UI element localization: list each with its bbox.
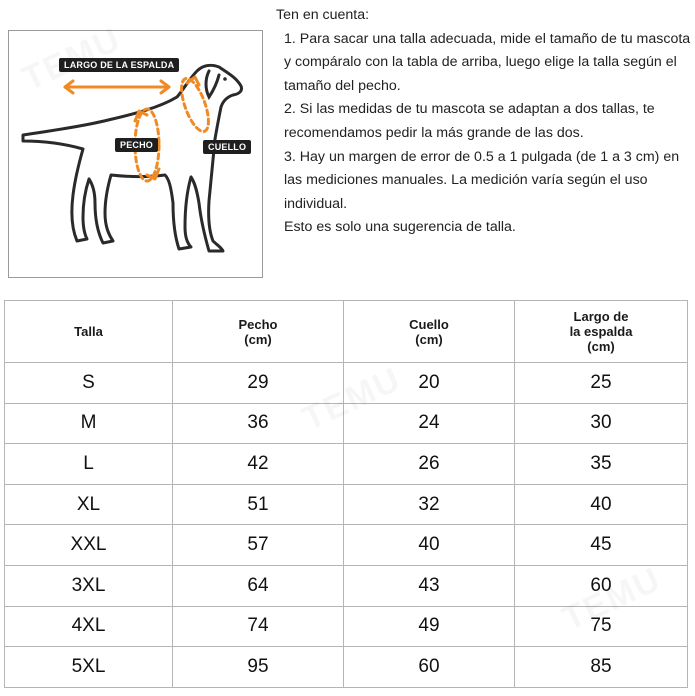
note-item-1: 1. Para sacar una talla adecuada, mide e… (284, 30, 691, 94)
cell-back-length: 85 (514, 646, 688, 688)
cell-size: 5XL (4, 646, 173, 688)
table-header-row: Talla Pecho (cm) Cuello (cm) Largo de la… (4, 300, 688, 363)
cell-neck: 26 (343, 443, 515, 485)
cell-neck: 24 (343, 402, 515, 445)
cell-size: 4XL (4, 605, 173, 648)
cell-chest: 95 (172, 646, 344, 688)
dog-measurement-diagram: LARGO DE LA ESPALDA PECHO CUELLO (8, 30, 263, 278)
back-length-label: LARGO DE LA ESPALDA (59, 58, 180, 72)
table-row: L 42 26 35 (4, 443, 688, 485)
cell-neck: 60 (343, 646, 515, 688)
table-row: 3XL 64 43 60 (4, 564, 688, 607)
table-row: 4XL 74 49 75 (4, 605, 688, 648)
instructions-section: LARGO DE LA ESPALDA PECHO CUELLO Ten en … (0, 0, 695, 300)
cell-back-length: 60 (514, 564, 688, 607)
cell-size: S (4, 362, 173, 404)
cell-back-length: 75 (514, 605, 688, 648)
cell-chest: 29 (172, 362, 344, 404)
header-size: Talla (4, 300, 173, 363)
cell-neck: 40 (343, 524, 515, 566)
cell-neck: 20 (343, 362, 515, 404)
note-item-2: 2. Si las medidas de tu mascota se adapt… (284, 101, 655, 141)
cell-back-length: 35 (514, 443, 688, 485)
cell-chest: 36 (172, 402, 344, 445)
cell-chest: 51 (172, 483, 344, 526)
table-row: 5XL 95 60 85 (4, 646, 688, 688)
notes-heading: Ten en cuenta: (276, 7, 370, 23)
notes-block: Ten en cuenta: 1. Para sacar una talla a… (276, 4, 692, 240)
header-neck: Cuello (cm) (343, 300, 515, 363)
cell-size: M (4, 402, 173, 445)
cell-chest: 74 (172, 605, 344, 648)
cell-size: XL (4, 483, 173, 526)
header-chest: Pecho (cm) (172, 300, 344, 363)
cell-back-length: 45 (514, 524, 688, 566)
cell-back-length: 40 (514, 483, 688, 526)
cell-neck: 49 (343, 605, 515, 648)
cell-chest: 57 (172, 524, 344, 566)
header-back-length: Largo de la espalda (cm) (514, 300, 688, 363)
table-body: S 29 20 25 M 36 24 30 L 42 26 35 XL 51 32 40 XXL 57 40 45 3X… (4, 362, 688, 688)
table-row: XL 51 32 40 (4, 483, 688, 526)
cell-neck: 43 (343, 564, 515, 607)
note-item-4: Esto es solo una sugerencia de talla. (284, 219, 516, 236)
chest-label: PECHO (115, 138, 159, 152)
cell-size: L (4, 443, 173, 485)
cell-back-length: 25 (514, 362, 688, 404)
note-item-3: 3. Hay un margen de error de 0.5 a 1 pul… (284, 148, 680, 212)
cell-neck: 32 (343, 483, 515, 526)
size-chart-table: Talla Pecho (cm) Cuello (cm) Largo de la… (4, 300, 688, 688)
cell-size: 3XL (4, 564, 173, 607)
cell-chest: 64 (172, 564, 344, 607)
neck-label: CUELLO (203, 140, 252, 154)
table-row: M 36 24 30 (4, 402, 688, 445)
dog-silhouette-icon (21, 63, 243, 253)
table-row: XXL 57 40 45 (4, 524, 688, 566)
cell-back-length: 30 (514, 402, 688, 445)
table-row: S 29 20 25 (4, 362, 688, 404)
cell-size: XXL (4, 524, 173, 566)
cell-chest: 42 (172, 443, 344, 485)
